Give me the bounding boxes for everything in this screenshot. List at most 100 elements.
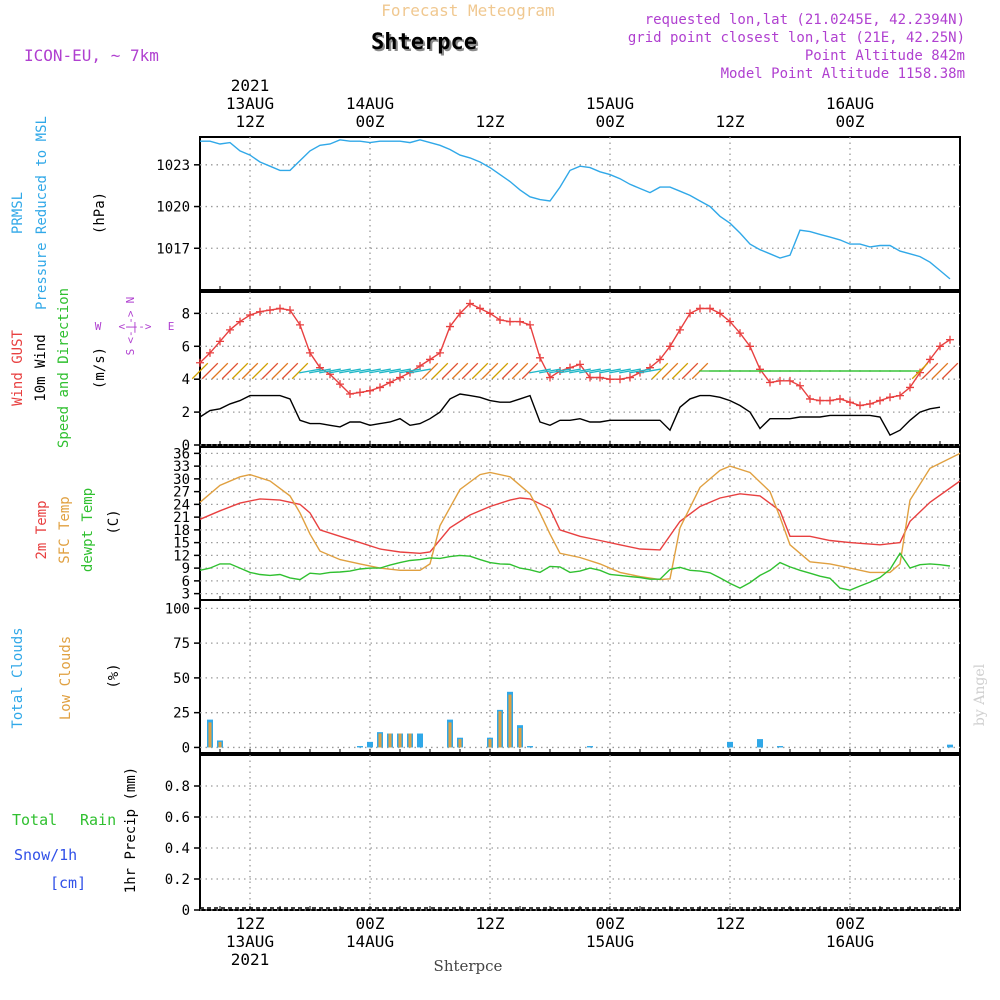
wind-arrow xyxy=(421,362,439,380)
compass-e: E xyxy=(168,320,175,333)
total-clouds-label: Total Clouds xyxy=(10,627,26,728)
gust-marker xyxy=(506,317,514,326)
gust-marker xyxy=(476,304,484,313)
cloud-bar xyxy=(498,711,502,748)
gust-marker xyxy=(266,306,274,315)
wind-arrow xyxy=(329,368,351,374)
super-title: Forecast Meteogram xyxy=(381,1,554,20)
gust-marker xyxy=(446,322,454,331)
gust-marker xyxy=(676,325,684,334)
wind-arrow xyxy=(639,368,661,374)
cloud-bar xyxy=(398,733,402,748)
gust-marker xyxy=(496,315,504,324)
wind-arrow xyxy=(451,362,469,380)
y-tick-label: 6 xyxy=(182,574,190,590)
wind-arrow xyxy=(911,362,929,380)
wind-arrow xyxy=(461,362,479,380)
wind-arrow xyxy=(651,362,669,380)
y-tick-label: 18 xyxy=(173,523,190,539)
wind-arrow xyxy=(271,362,289,380)
wind-arrow xyxy=(369,368,391,374)
series-line-2m-temp xyxy=(199,480,961,555)
gust-marker xyxy=(866,399,874,408)
y-tick-label: 33 xyxy=(173,459,190,475)
compass-rose: N S W E <-|-> <-|-> xyxy=(95,297,175,356)
wind-arrow xyxy=(609,368,631,374)
total-label: Total xyxy=(12,811,57,829)
gust-marker xyxy=(306,348,314,357)
wind-arrow xyxy=(529,368,551,374)
wind-arrow xyxy=(191,362,209,380)
gust-marker xyxy=(816,396,824,405)
cloud-bar xyxy=(947,744,953,748)
wind-arrow xyxy=(629,368,651,374)
wind-arrow xyxy=(339,368,361,374)
cloud-bar xyxy=(527,746,533,748)
y-tick-label: 2 xyxy=(182,405,190,421)
gust-marker xyxy=(576,360,584,369)
gust-marker xyxy=(376,383,384,392)
gust-marker xyxy=(756,365,764,374)
bottom-time-label: 13AUG xyxy=(226,932,274,951)
wind-arrow xyxy=(569,368,591,374)
cloud-bar xyxy=(508,694,512,748)
cloud-bar xyxy=(488,739,492,748)
cloud-bar xyxy=(357,746,363,748)
footer-location: Shterpce xyxy=(434,957,503,975)
temp-dewpt-label: dewpt Temp xyxy=(80,488,96,572)
wind-arrow xyxy=(589,368,611,374)
series-line-wind-gust xyxy=(199,302,951,407)
y-tick-label: 9 xyxy=(182,561,190,577)
wind-arrow xyxy=(441,362,459,380)
bottom-time-label: 00Z xyxy=(596,914,625,933)
y-tick-label: 27 xyxy=(173,485,190,501)
gust-marker xyxy=(706,304,714,313)
gust-marker xyxy=(626,373,634,382)
wind-gust-label: Wind GUST xyxy=(10,330,26,406)
top-time-label: 14AUG xyxy=(346,94,394,113)
y-tick-label: 0 xyxy=(182,903,190,919)
gust-marker xyxy=(936,342,944,351)
wind-panel: 0 2 4 6 8 xyxy=(182,291,961,454)
series-line-10m-wind xyxy=(199,393,941,437)
gust-marker xyxy=(216,337,224,346)
gust-marker xyxy=(766,378,774,387)
y-tick-label: 1020 xyxy=(156,200,190,216)
wind-arrow xyxy=(511,362,529,380)
gust-marker xyxy=(536,353,544,362)
y-tick-label: 50 xyxy=(173,671,190,687)
wind-arrow xyxy=(241,362,259,380)
rain-label: Rain xyxy=(80,811,116,829)
top-time-label: 2021 xyxy=(231,76,270,95)
gust-marker xyxy=(296,320,304,329)
wind-arrow xyxy=(681,362,699,380)
wind-arrow xyxy=(549,368,571,374)
gust-marker xyxy=(366,386,374,395)
y-tick-label: 0.2 xyxy=(165,872,190,888)
gust-marker xyxy=(696,304,704,313)
panel-frame xyxy=(199,291,961,446)
gust-marker xyxy=(786,376,794,385)
y-tick-label: 36 xyxy=(173,446,190,462)
gust-marker xyxy=(896,391,904,400)
compass-n: N xyxy=(124,297,137,304)
series-line-sfc-temp xyxy=(199,452,961,581)
temp-2m-label: 2m Temp xyxy=(34,500,50,559)
wind-arrow xyxy=(431,362,449,380)
wind-arrow xyxy=(251,362,269,380)
wind-10m-label: 10m Wind xyxy=(33,334,49,401)
cloud-bar xyxy=(518,727,522,748)
gust-marker xyxy=(426,355,434,364)
compass-arrows-h: <-|-> xyxy=(118,320,151,333)
cloud-bar xyxy=(367,741,373,748)
bottom-time-label: 14AUG xyxy=(346,932,394,951)
page-title-front: Shterpce xyxy=(371,30,477,55)
y-tick-label: 15 xyxy=(173,536,190,552)
y-tick-label: 0.8 xyxy=(165,779,190,795)
y-tick-label: 24 xyxy=(173,497,190,513)
bottom-time-label: 16AUG xyxy=(826,932,874,951)
wind-arrow xyxy=(299,368,321,374)
y-tick-label: 1017 xyxy=(156,241,190,257)
